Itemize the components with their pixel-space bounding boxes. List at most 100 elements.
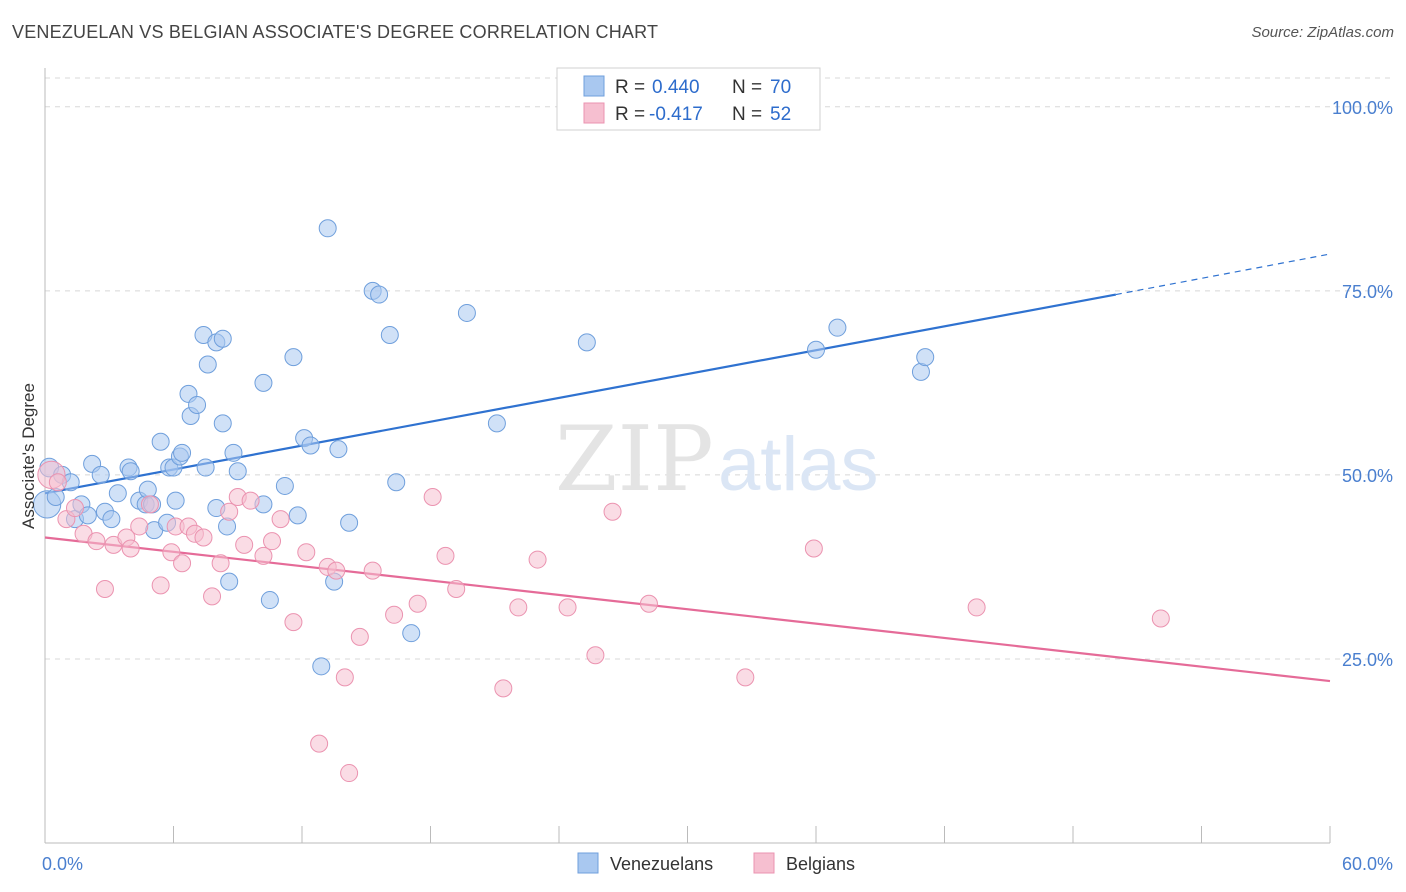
belgians-point	[363, 561, 382, 580]
legend-r-label-1: R =	[615, 77, 645, 98]
y-tick-label: 50.0%	[1342, 466, 1393, 486]
belgians-point	[203, 587, 222, 606]
belgians-point	[327, 561, 346, 580]
belgians-point	[335, 668, 354, 687]
belgians-point	[447, 580, 466, 599]
venezuelans-point	[301, 436, 320, 455]
belgians-point	[423, 487, 442, 506]
bottom-legend-label-belgians: Belgians	[786, 854, 855, 874]
y-tick-label: 75.0%	[1342, 282, 1393, 302]
belgians-point	[350, 627, 369, 646]
venezuelans-point	[102, 510, 121, 529]
venezuelans-point	[275, 476, 294, 495]
venezuelans-point	[329, 440, 348, 459]
watermark-zip: ZIP	[555, 407, 714, 512]
belgians-point	[48, 473, 67, 492]
belgians-point	[385, 605, 404, 624]
belgians-point	[263, 532, 282, 551]
venezuelans-point	[91, 465, 110, 484]
venezuelans-point	[173, 443, 192, 462]
x-tick-label: 60.0%	[1342, 854, 1393, 874]
y-axis-title: Associate's Degree	[19, 383, 38, 529]
venezuelans-point	[121, 462, 140, 481]
belgians-point	[284, 613, 303, 632]
legend-n-value-1: 70	[770, 77, 791, 98]
belgians-point	[736, 668, 755, 687]
y-tick-label: 25.0%	[1342, 650, 1393, 670]
belgians-point	[310, 734, 329, 753]
y-tick-labels: 25.0% 50.0% 75.0% 100.0%	[1332, 98, 1393, 670]
venezuelans-point	[828, 318, 847, 337]
legend-r-value-2: -0.417	[649, 104, 703, 125]
venezuelans-point	[198, 355, 217, 374]
venezuelans-point	[166, 491, 185, 510]
venezuelans-point	[218, 517, 237, 536]
bottom-legend-label-venezuelans: Venezuelans	[610, 854, 713, 874]
watermark-atlas: atlas	[718, 422, 879, 507]
bottom-legend-swatch-pink	[753, 852, 775, 874]
venezuelans-point	[196, 458, 215, 477]
venezuelans-point	[916, 348, 935, 367]
y-tick-label: 100.0%	[1332, 98, 1393, 118]
venezuelans-point	[220, 572, 239, 591]
venezuelans-point	[370, 285, 389, 304]
venezuelans-point	[188, 395, 207, 414]
venezuelans-point	[577, 333, 596, 352]
belgians-point	[408, 594, 427, 613]
venezuelans-point	[402, 624, 421, 643]
legend-n-label-2: N =	[732, 104, 762, 125]
belgians-point	[95, 580, 114, 599]
chart-source: Source: ZipAtlas.com	[1251, 24, 1394, 41]
venezuelans-point	[387, 473, 406, 492]
belgians-point	[235, 535, 254, 554]
venezuelans-point	[260, 591, 279, 610]
watermark: ZIP atlas	[555, 407, 879, 512]
belgians-point	[162, 543, 181, 562]
belgians-point	[509, 598, 528, 617]
venezuelans-trend-extension	[1115, 253, 1331, 296]
legend-r-label-2: R =	[615, 104, 645, 125]
venezuelans-point	[807, 340, 825, 359]
x-tick-label: 0.0%	[42, 854, 83, 874]
belgians-point	[65, 499, 84, 518]
venezuelans-point	[340, 513, 359, 532]
belgians-point	[211, 554, 230, 573]
belgians-point	[140, 495, 159, 514]
belgians-point	[967, 598, 986, 617]
venezuelans-point	[46, 487, 65, 506]
venezuelans-point	[487, 414, 506, 433]
axes	[44, 68, 1331, 844]
venezuelans-point	[213, 329, 232, 348]
belgians-point	[603, 502, 622, 521]
venezuelans-point	[254, 373, 273, 392]
data-points	[33, 219, 1170, 783]
venezuelans-point	[213, 414, 232, 433]
venezuelans-point	[108, 484, 127, 503]
belgians-point	[151, 576, 170, 595]
bottom-legend: Venezuelans Belgians	[577, 852, 855, 874]
belgians-point	[494, 679, 513, 698]
belgians-point	[558, 598, 577, 617]
belgians-point	[271, 510, 290, 529]
belgians-point	[254, 546, 273, 565]
venezuelans-point	[224, 443, 243, 462]
x-tick-labels: 0.0% 60.0%	[42, 854, 1393, 874]
venezuelans-trend-line	[44, 293, 1117, 495]
chart-title: VENEZUELAN VS BELGIAN ASSOCIATE'S DEGREE…	[12, 22, 659, 42]
belgians-point	[528, 550, 547, 569]
legend-n-value-2: 52	[770, 104, 791, 125]
venezuelans-point	[151, 432, 170, 451]
belgians-point	[436, 546, 455, 565]
belgians-point	[220, 502, 239, 521]
belgians-point	[194, 528, 213, 547]
belgians-point	[1151, 609, 1170, 628]
belgians-point	[804, 539, 823, 558]
belgians-point	[173, 554, 192, 573]
belgians-point	[297, 543, 316, 562]
belgians-trend-line	[44, 536, 1331, 683]
venezuelans-point	[380, 326, 399, 345]
belgians-point	[340, 764, 359, 783]
venezuelans-point	[457, 303, 476, 322]
belgians-point	[586, 646, 605, 665]
legend-swatch-pink	[583, 102, 605, 124]
